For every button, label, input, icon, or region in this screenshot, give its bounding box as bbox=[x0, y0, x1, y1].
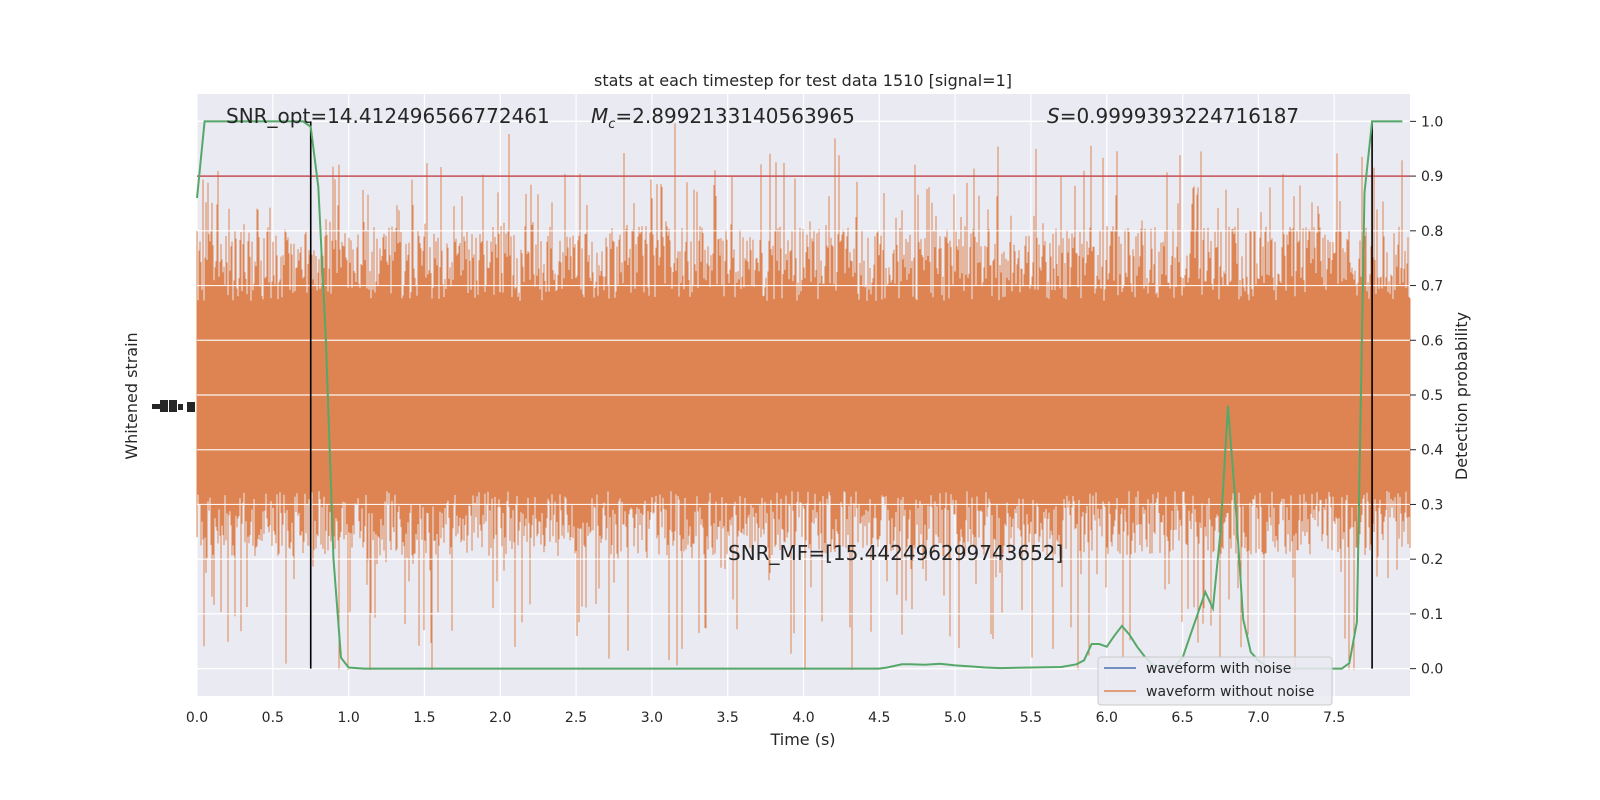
legend: waveform with noise waveform without noi… bbox=[1097, 656, 1333, 706]
x-tick-label: 1.5 bbox=[413, 710, 435, 726]
right-tick-label: 0.0 bbox=[1421, 662, 1443, 678]
chirp-mass-annotation: Mc=2.8992133140563965 bbox=[591, 104, 855, 132]
x-tick-label: 6.0 bbox=[1096, 710, 1118, 726]
y-axis-label-right: Detection probability bbox=[1452, 312, 1471, 480]
x-tick-label: 6.5 bbox=[1171, 710, 1193, 726]
legend-box bbox=[1097, 656, 1333, 706]
right-tick-label: 0.6 bbox=[1421, 333, 1443, 349]
right-tick-label: 0.5 bbox=[1421, 388, 1443, 404]
right-tick-label: 0.2 bbox=[1421, 552, 1443, 568]
x-tick-label: 7.5 bbox=[1323, 710, 1345, 726]
x-tick-label: 2.0 bbox=[489, 710, 511, 726]
x-tick-label: 5.0 bbox=[944, 710, 966, 726]
legend-label-without-noise: waveform without noise bbox=[1146, 684, 1314, 700]
snr-opt-annotation: SNR_opt=14.412496566772461 bbox=[226, 104, 550, 128]
s-annotation: S=0.9999393224716187 bbox=[1047, 104, 1299, 128]
x-tick-label: 7.0 bbox=[1247, 710, 1269, 726]
chart-title: stats at each timestep for test data 151… bbox=[594, 71, 1012, 90]
snr-mf-annotation: SNR_MF=[15.442496299743652] bbox=[728, 541, 1063, 565]
left-tick-cluster bbox=[152, 400, 195, 412]
legend-label-with-noise: waveform with noise bbox=[1146, 661, 1291, 677]
right-tick-label: 0.9 bbox=[1421, 169, 1443, 185]
x-tick-label: 4.5 bbox=[868, 710, 890, 726]
right-tick-label: 0.7 bbox=[1421, 279, 1443, 295]
right-tick-label: 0.8 bbox=[1421, 224, 1443, 240]
right-tick-label: 0.3 bbox=[1421, 497, 1443, 513]
x-tick-label: 2.5 bbox=[565, 710, 587, 726]
x-tick-label: 5.5 bbox=[1020, 710, 1042, 726]
right-tick-labels: 0.0 0.1 0.2 0.3 0.4 0.5 0.6 0.7 0.8 0.9 1.0 bbox=[1410, 114, 1443, 678]
right-tick-label: 0.4 bbox=[1421, 443, 1443, 459]
waveform-without-noise-core bbox=[197, 312, 1410, 468]
x-tick-label: 4.0 bbox=[792, 710, 814, 726]
x-tick-label: 3.5 bbox=[717, 710, 739, 726]
y-axis-label-left: Whitened strain bbox=[122, 332, 141, 459]
x-tick-label: 1.0 bbox=[337, 710, 359, 726]
waveform-without-noise-trace bbox=[196, 120, 1411, 670]
right-tick-label: 1.0 bbox=[1421, 114, 1443, 130]
x-tick-labels: 0.0 0.5 1.0 1.5 2.0 2.5 3.0 3.5 4.0 4.5 5.0 5.5 6.0 6… bbox=[186, 710, 1345, 726]
x-tick-label: 0.5 bbox=[262, 710, 284, 726]
x-tick-label: 0.0 bbox=[186, 710, 208, 726]
right-tick-label: 0.1 bbox=[1421, 607, 1443, 623]
x-tick-label: 3.0 bbox=[641, 710, 663, 726]
x-axis-label: Time (s) bbox=[769, 730, 835, 749]
